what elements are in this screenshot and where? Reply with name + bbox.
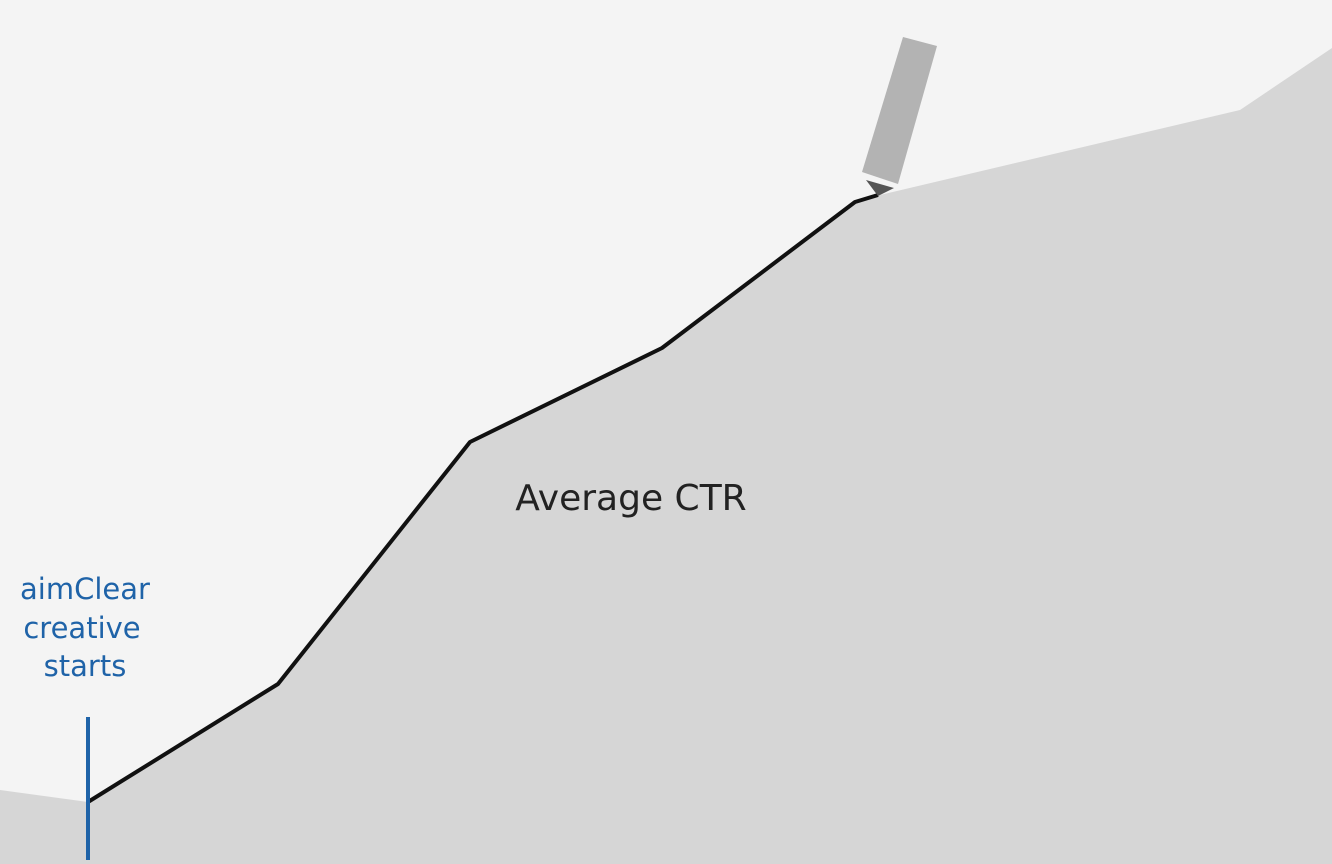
pencil xyxy=(862,37,937,196)
annotation-line: aimClear xyxy=(20,572,150,606)
annotation-line: starts xyxy=(44,649,127,683)
ctr-area xyxy=(0,48,1332,864)
area-label: Average CTR xyxy=(515,478,746,519)
annotation-line: creative xyxy=(23,611,140,645)
pencil-tip xyxy=(866,180,894,196)
pencil-body xyxy=(862,37,937,184)
ctr-line xyxy=(86,193,879,804)
